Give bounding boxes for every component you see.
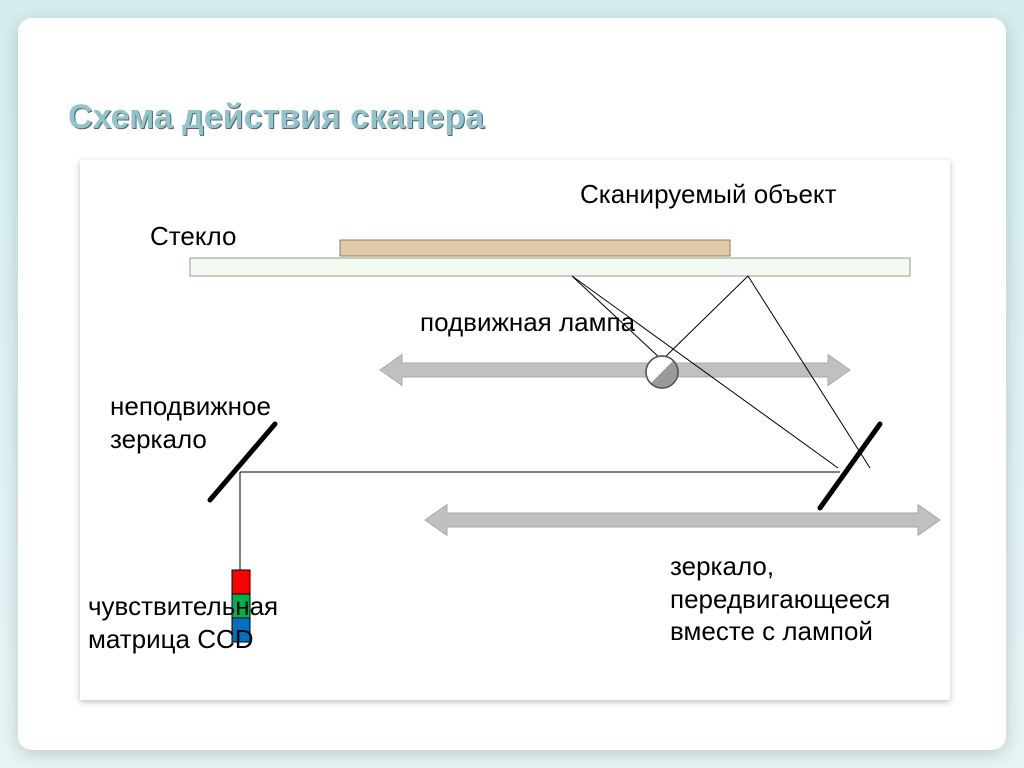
slide-panel: Схема действия сканера Сканируемый объек… [18, 18, 1006, 750]
label-ccd: чувствительная матрица ССD [88, 590, 278, 655]
slide-title: Схема действия сканера [68, 98, 484, 137]
slide-background: Схема действия сканера Сканируемый объек… [0, 0, 1024, 768]
label-fixed-mirror: неподвижное зеркало [110, 390, 271, 455]
label-moving-mirror: зеркало, передвигающееся вместе с лампой [670, 550, 890, 648]
label-glass: Стекло [150, 220, 236, 253]
scanner-diagram: Сканируемый объект Стекло подвижная ламп… [80, 160, 950, 700]
label-moving-lamp: подвижная лампа [420, 306, 635, 339]
label-scanned-object: Сканируемый объект [580, 178, 836, 211]
